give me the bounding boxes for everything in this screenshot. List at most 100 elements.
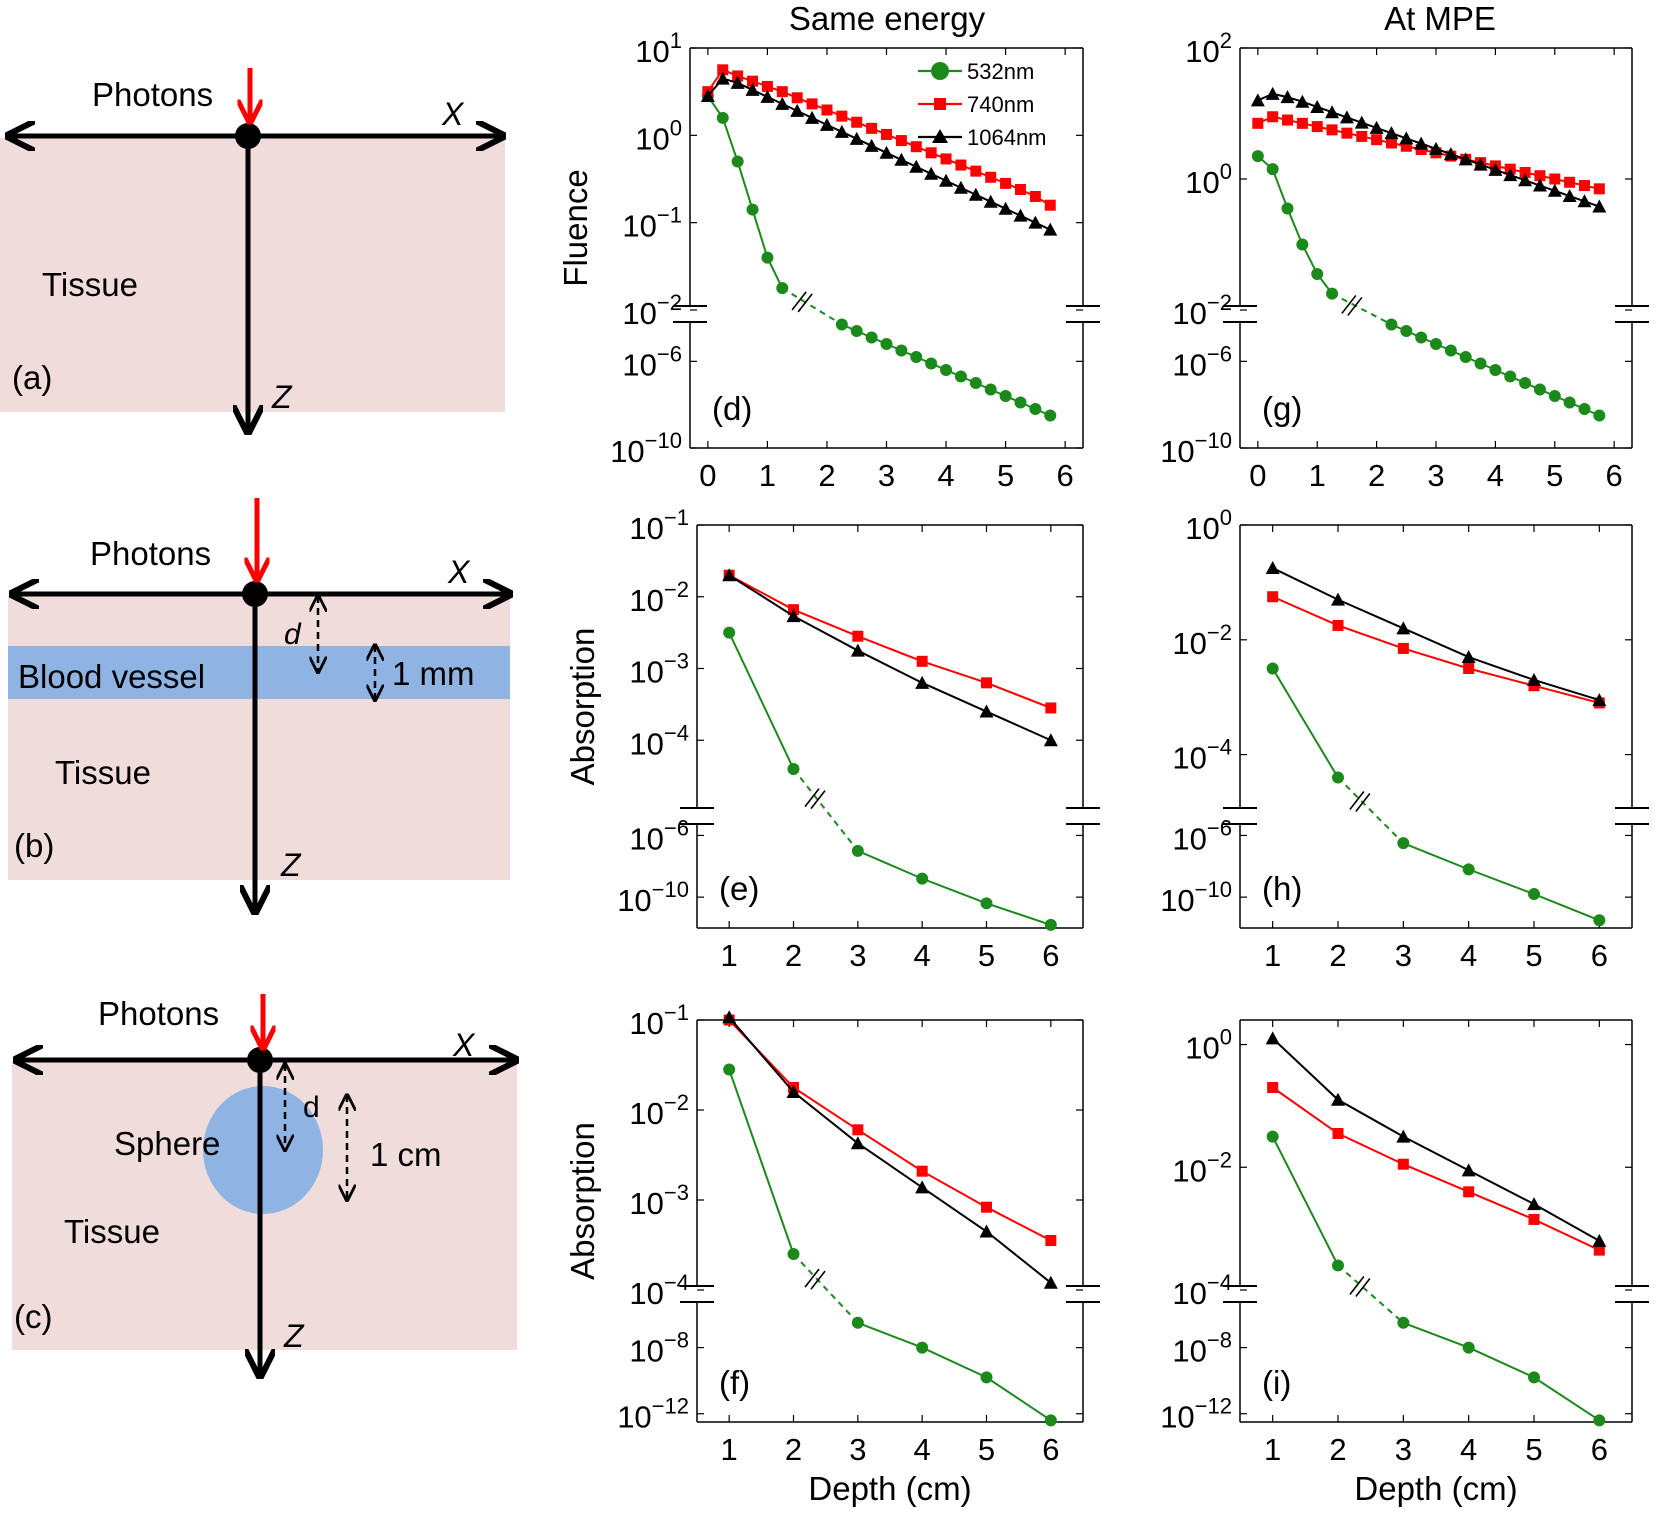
tissue-label: Tissue [64,1213,160,1250]
x-tick-label: 4 [1460,1432,1477,1467]
data-point [1519,166,1531,178]
data-point [745,82,760,96]
y-tick-label: 100 [635,115,682,156]
data-point [1029,190,1041,202]
series-break-connector [781,287,843,326]
data-point [850,325,863,337]
x-tick-label: 2 [1329,1432,1346,1467]
data-point [1458,152,1473,166]
x-tick-label: 5 [978,1432,995,1467]
series-532nm [1266,1130,1606,1427]
data-point [760,89,775,103]
data-point [1267,1082,1279,1093]
series-break-slash [810,790,826,810]
series-line [1402,842,1600,922]
x-tick-label: 2 [785,938,802,973]
data-point [953,180,968,194]
data-point [806,98,818,110]
data-point [1354,115,1369,129]
series-532nm [1266,662,1606,927]
data-point [1430,338,1442,350]
data-point [1461,1163,1476,1177]
data-point [1593,914,1606,927]
data-point [775,96,790,110]
x-tick-label: 5 [978,938,995,973]
y-tick-label: 10−6 [622,341,682,382]
data-point [1014,183,1026,195]
y-tick-label: 100 [1185,505,1232,546]
y-tick-label: 10−1 [629,1000,689,1041]
y-tick-label: 10−6 [1172,815,1232,856]
data-point [1045,1235,1057,1246]
data-point [1331,1092,1345,1106]
data-point [1311,121,1323,133]
legend-label: 740nm [967,92,1034,117]
y-tick-label: 10−10 [610,428,682,469]
series-break-slash [1349,791,1365,811]
data-point [979,1224,994,1238]
data-point [1528,888,1540,901]
series-line [1402,1321,1600,1422]
data-point [786,1085,801,1098]
data-point [722,1010,737,1024]
data-point [1503,168,1518,182]
data-point [1533,383,1546,396]
series-line [728,632,795,770]
chart-panel-f: 1 2 3 4 5 6 10−1 10−2 10−3 10−4 10−8 10−12 Absorptio… [564,1000,1100,1507]
series-break-slash [1341,294,1357,314]
series-break-connector [792,768,859,852]
x-axis-label: X [441,96,465,132]
data-point [1332,771,1344,784]
data-point [1252,117,1264,129]
x-tick-label: 6 [1606,458,1623,493]
series-break-slash [791,291,807,311]
y-axis-label: Absorption [564,1122,601,1280]
panel-label: (d) [712,390,752,427]
x-tick-label: 6 [1042,938,1059,973]
panel-label: (i) [1262,1364,1291,1401]
data-point [910,141,922,153]
data-point [954,370,967,383]
series-line [857,1321,1052,1422]
data-point [1474,357,1487,370]
series-740nm [1252,111,1605,195]
series-532nm [1251,150,1606,422]
data-point [1311,267,1324,280]
data-point [747,75,759,87]
data-point [1444,344,1457,357]
y-tick-label: 10−12 [617,1394,689,1435]
data-point [1326,287,1339,300]
data-point [1488,162,1503,176]
data-point [1578,403,1591,415]
chart-panel-h: 1 2 3 4 5 6 100 10−2 10−4 10−6 10−10 (h) [1160,505,1649,973]
data-point [722,568,737,582]
z-axis-label: Z [271,379,293,415]
data-point [1043,222,1058,236]
series-532nm [723,626,1057,931]
data-point [1548,390,1561,402]
data-point [1473,157,1488,171]
data-point [1266,662,1279,675]
data-point [981,1201,992,1213]
data-point [916,1165,928,1177]
data-point [1592,693,1607,707]
series-break-connector [792,1253,859,1324]
x-tick-label: 1 [1264,1432,1281,1467]
data-point [1592,199,1607,213]
x-tick-label: 3 [1427,458,1444,493]
y-tick-label: 10−2 [629,577,689,618]
x-tick-label: 3 [1395,1432,1412,1467]
series-line [1272,595,1600,704]
schematic-a: Photons X Z Tissue (a) [0,68,505,432]
data-point [1462,863,1475,876]
x-tick-label: 6 [1042,1432,1059,1467]
data-point [1250,93,1265,107]
charts: 0 1 2 3 4 5 610110010−110−210−610−10Fluence(d)… [557,28,1649,1507]
x-tick-label: 6 [1591,938,1608,973]
blood-vessel-region [8,646,510,699]
y-tick-label: 10−2 [1172,1147,1232,1188]
data-point [1013,208,1028,222]
legend-marker [931,62,949,80]
data-point [1332,1259,1344,1272]
series-break-slash [804,788,820,808]
